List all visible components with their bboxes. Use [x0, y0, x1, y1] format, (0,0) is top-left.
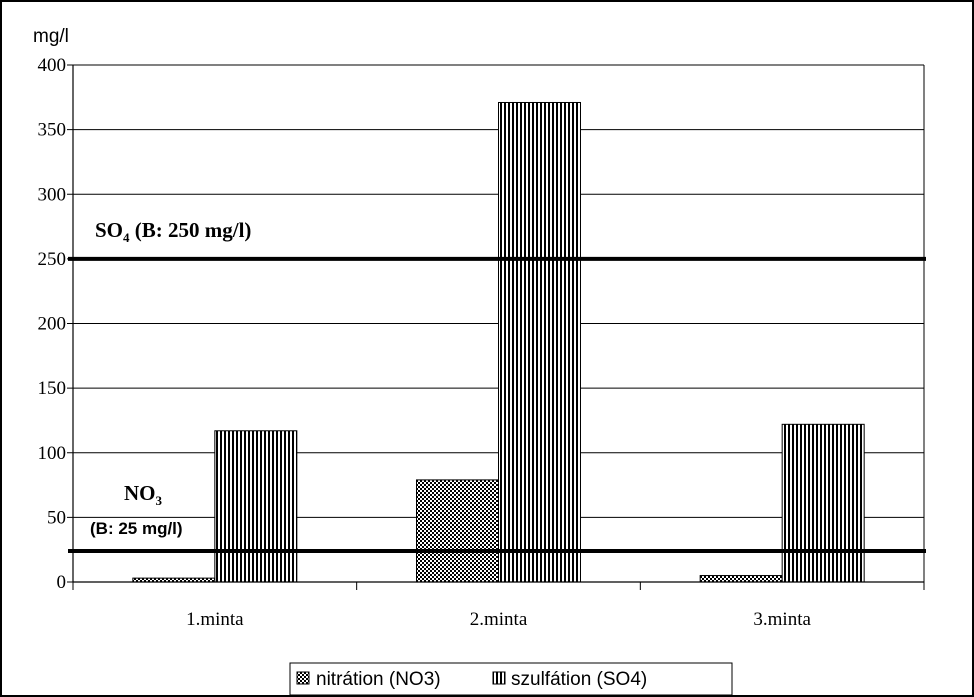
no3-label-sub: 3	[156, 493, 163, 508]
legend-swatch-nitration	[296, 671, 310, 685]
y-axis-label: mg/l	[33, 26, 69, 47]
y-tick-label: 50	[47, 507, 66, 528]
legend-box	[289, 662, 733, 696]
legend-label-szulfation: szulfátion (SO4)	[511, 669, 647, 690]
no3-limit-label: NO3	[124, 481, 163, 508]
x-tick-labels: 1.minta 2.minta 3.minta	[186, 609, 811, 630]
y-tick-label: 0	[57, 572, 67, 593]
bar-nitration-3	[699, 575, 783, 583]
bar-szulfation-3	[781, 423, 865, 583]
so4-label-sub: 4	[123, 230, 130, 245]
x-tick-label: 2.minta	[470, 609, 528, 630]
legend: nitrátion (NO3) szulfátion (SO4)	[289, 662, 733, 696]
y-tick-label: 400	[38, 55, 67, 76]
y-tick-label: 150	[38, 378, 67, 399]
bar-szulfation-1	[214, 430, 298, 583]
no3-limit-value: (B: 25 mg/l)	[90, 519, 183, 538]
x-tick-label: 3.minta	[753, 609, 811, 630]
legend-swatch-szulfation	[492, 671, 506, 685]
y-tick-label: 200	[38, 314, 67, 335]
y-tick-label: 250	[38, 249, 67, 270]
so4-label-rest: (B: 250 mg/l)	[130, 218, 252, 242]
bar-nitration-2	[416, 479, 499, 583]
axes	[67, 64, 925, 590]
legend-label-nitration: nitrátion (NO3)	[316, 669, 441, 690]
reference-lines: SO4 (B: 250 mg/l) NO3 (B: 25 mg/l)	[68, 218, 926, 553]
y-tick-label: 350	[38, 120, 67, 141]
bar-szulfation-2	[498, 101, 581, 583]
so4-label-main: SO	[95, 218, 123, 242]
y-tick-label: 100	[38, 443, 67, 464]
bars	[132, 101, 865, 583]
x-tick-label: 1.minta	[186, 609, 244, 630]
no3-label-main: NO	[124, 481, 156, 505]
so4-limit-label: SO4 (B: 250 mg/l)	[95, 218, 251, 245]
y-tick-labels: 0 50 100 150 200 250 300 350 400	[38, 55, 67, 593]
y-tick-label: 300	[38, 184, 67, 205]
